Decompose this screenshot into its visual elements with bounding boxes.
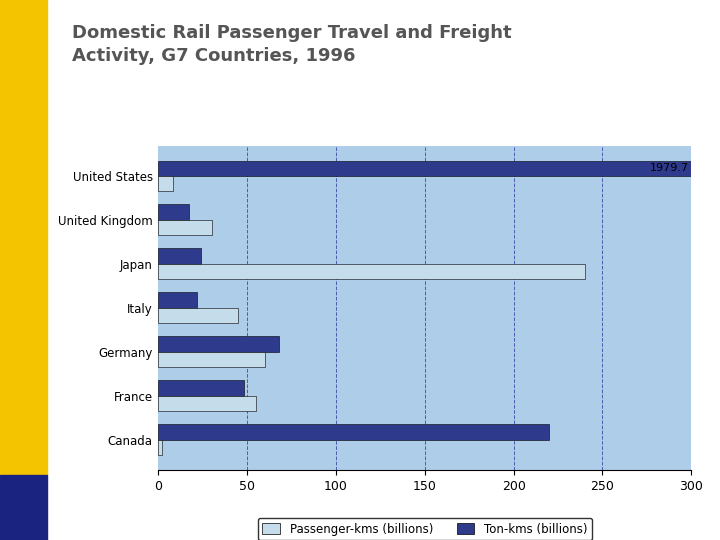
Bar <box>158 440 162 455</box>
Bar <box>158 336 279 352</box>
Bar <box>158 205 189 220</box>
Text: 1979.7: 1979.7 <box>650 163 690 173</box>
Bar <box>158 396 256 411</box>
Bar <box>158 308 238 323</box>
Bar <box>158 220 212 235</box>
Bar <box>158 352 265 367</box>
Bar <box>158 293 197 308</box>
Bar <box>158 264 585 279</box>
Bar <box>158 176 173 191</box>
Bar <box>158 248 201 264</box>
Bar <box>0 0 47 475</box>
Bar <box>158 424 549 440</box>
Bar <box>158 380 243 396</box>
Bar <box>158 160 691 176</box>
Bar <box>0 475 47 540</box>
Text: Domestic Rail Passenger Travel and Freight
Activity, G7 Countries, 1996: Domestic Rail Passenger Travel and Freig… <box>72 24 512 64</box>
Legend: Passenger-kms (billions), Ton-kms (billions): Passenger-kms (billions), Ton-kms (billi… <box>258 518 592 540</box>
